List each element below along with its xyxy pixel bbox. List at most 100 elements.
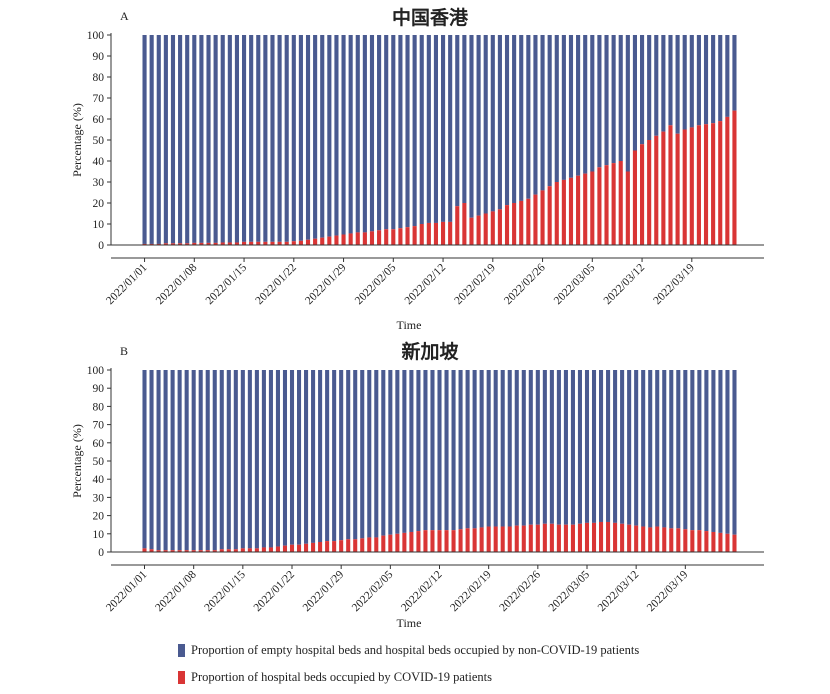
bar-covid-B-77 bbox=[683, 529, 688, 552]
bar-covid-A-64 bbox=[597, 167, 602, 245]
bar-covid-B-23 bbox=[304, 543, 309, 552]
bar-covid-B-41 bbox=[430, 530, 435, 552]
bar-empty-B-70 bbox=[634, 370, 639, 526]
bar-empty-B-1 bbox=[149, 370, 154, 550]
y-tick-label-A-50: 50 bbox=[93, 135, 105, 147]
bar-empty-A-52 bbox=[512, 35, 517, 203]
bar-covid-B-42 bbox=[437, 530, 442, 552]
bar-empty-A-46 bbox=[469, 35, 474, 218]
chart-title-A: 中国香港 bbox=[392, 6, 469, 29]
y-tick-label-A-10: 10 bbox=[93, 219, 105, 231]
bar-empty-B-75 bbox=[669, 370, 674, 529]
bar-covid-A-18 bbox=[270, 241, 275, 245]
bar-covid-B-70 bbox=[634, 525, 639, 552]
bar-empty-A-44 bbox=[455, 35, 460, 207]
legend-label-covid: Proportion of hospital beds occupied by … bbox=[191, 669, 492, 684]
bar-covid-A-68 bbox=[625, 171, 630, 245]
y-tick-label-B-90: 90 bbox=[93, 383, 105, 395]
bar-covid-A-36 bbox=[398, 228, 403, 245]
y-tick-label-A-40: 40 bbox=[93, 156, 105, 168]
bar-empty-B-64 bbox=[591, 370, 597, 523]
bar-empty-B-42 bbox=[437, 370, 442, 531]
bar-empty-A-7 bbox=[192, 35, 197, 243]
bar-covid-A-20 bbox=[284, 241, 289, 245]
bar-covid-A-58 bbox=[554, 182, 559, 245]
bar-covid-B-38 bbox=[409, 531, 414, 552]
bar-empty-B-14 bbox=[240, 370, 245, 549]
bar-covid-A-82 bbox=[725, 116, 730, 246]
bar-covid-A-2 bbox=[156, 243, 161, 245]
bar-empty-B-33 bbox=[374, 370, 379, 538]
bar-empty-B-31 bbox=[360, 370, 365, 539]
bar-empty-B-34 bbox=[381, 370, 386, 536]
bar-empty-B-71 bbox=[641, 370, 646, 527]
y-tick-label-B-30: 30 bbox=[93, 492, 105, 504]
bar-covid-A-52 bbox=[512, 203, 517, 245]
bar-covid-A-44 bbox=[455, 206, 460, 245]
legend-label-empty: Proportion of empty hospital beds and ho… bbox=[191, 642, 640, 657]
bar-empty-A-37 bbox=[405, 35, 410, 228]
bar-empty-B-53 bbox=[514, 370, 519, 526]
bar-covid-A-67 bbox=[618, 161, 623, 245]
bar-covid-A-8 bbox=[199, 242, 204, 245]
bar-empty-A-30 bbox=[355, 35, 360, 233]
x-tick-label-A-11: 2022/03/19 bbox=[651, 261, 697, 307]
y-tick-label-B-20: 20 bbox=[93, 511, 105, 523]
bar-empty-A-6 bbox=[185, 35, 190, 244]
y-axis-label-A: Percentage (%) bbox=[70, 103, 84, 177]
bar-covid-B-21 bbox=[289, 544, 295, 552]
bar-covid-B-53 bbox=[514, 525, 519, 552]
bar-empty-A-9 bbox=[206, 35, 211, 243]
bar-covid-A-16 bbox=[256, 241, 261, 245]
bar-covid-B-44 bbox=[451, 530, 456, 552]
bar-empty-A-47 bbox=[476, 35, 481, 216]
bar-empty-B-40 bbox=[423, 370, 428, 531]
bar-empty-A-13 bbox=[234, 35, 240, 243]
bar-covid-A-76 bbox=[682, 129, 687, 245]
bar-empty-B-36 bbox=[395, 370, 400, 534]
bar-covid-B-30 bbox=[353, 539, 358, 552]
bar-covid-A-54 bbox=[526, 198, 531, 245]
bar-empty-A-1 bbox=[149, 35, 154, 244]
x-tick-label-B-8: 2022/02/26 bbox=[497, 568, 543, 614]
bar-covid-B-32 bbox=[367, 537, 372, 552]
bar-covid-B-57 bbox=[542, 523, 547, 552]
bar-empty-A-28 bbox=[341, 35, 346, 235]
bar-covid-A-21 bbox=[291, 241, 296, 245]
bar-covid-A-61 bbox=[576, 175, 581, 245]
bar-covid-B-13 bbox=[233, 549, 238, 552]
bar-covid-B-39 bbox=[416, 531, 421, 552]
panel-letter-B: B bbox=[120, 344, 128, 358]
bar-empty-B-76 bbox=[676, 370, 681, 529]
bar-covid-B-18 bbox=[268, 547, 273, 552]
y-tick-label-A-20: 20 bbox=[93, 198, 105, 210]
bar-covid-B-84 bbox=[732, 534, 737, 552]
bar-covid-B-12 bbox=[226, 549, 231, 552]
bar-empty-A-21 bbox=[291, 35, 296, 242]
bar-empty-A-27 bbox=[334, 35, 339, 236]
bar-empty-A-34 bbox=[384, 35, 389, 230]
bar-covid-A-33 bbox=[377, 230, 382, 245]
bar-empty-A-70 bbox=[639, 35, 645, 145]
bar-covid-B-81 bbox=[711, 531, 716, 552]
bar-covid-A-19 bbox=[277, 241, 282, 245]
bar-covid-A-73 bbox=[661, 131, 666, 245]
bar-covid-A-12 bbox=[227, 242, 232, 245]
bar-empty-B-63 bbox=[584, 370, 590, 523]
bar-covid-A-71 bbox=[647, 140, 652, 245]
bar-covid-A-80 bbox=[711, 123, 716, 245]
bar-covid-B-58 bbox=[549, 523, 554, 552]
bar-empty-B-49 bbox=[486, 370, 491, 527]
bar-empty-B-66 bbox=[606, 370, 611, 522]
bar-covid-B-9 bbox=[205, 550, 210, 552]
bar-empty-B-12 bbox=[226, 370, 231, 550]
bar-covid-A-7 bbox=[192, 242, 197, 245]
y-tick-label-A-0: 0 bbox=[98, 240, 104, 252]
bar-covid-B-28 bbox=[339, 540, 344, 552]
bar-empty-B-48 bbox=[479, 370, 484, 528]
bar-covid-A-31 bbox=[362, 232, 367, 245]
bar-covid-A-74 bbox=[668, 125, 673, 245]
bar-empty-A-4 bbox=[170, 35, 176, 244]
bar-empty-A-16 bbox=[256, 35, 261, 242]
